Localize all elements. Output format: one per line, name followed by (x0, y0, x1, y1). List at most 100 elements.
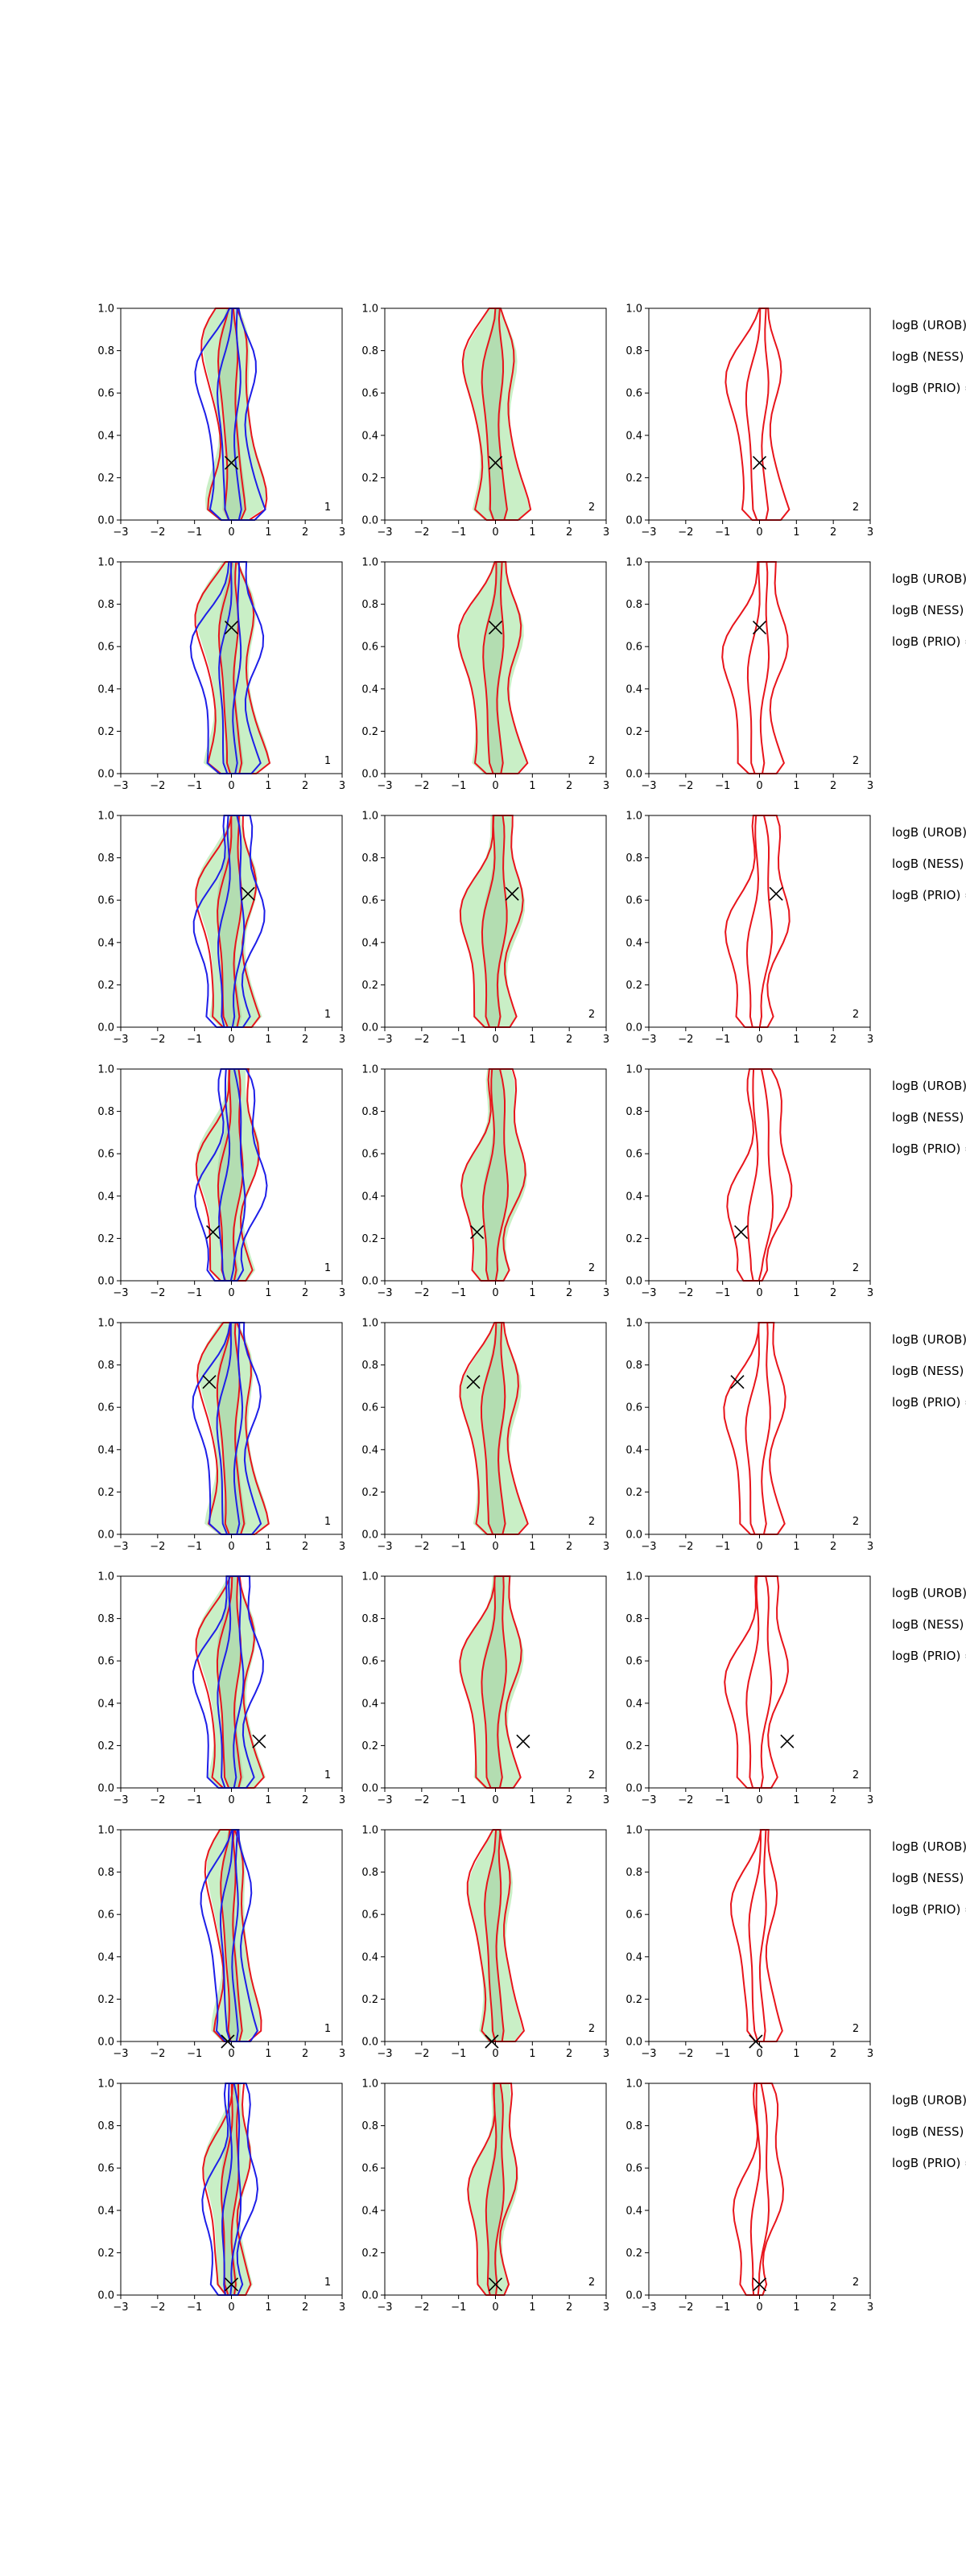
x-tick-label: −3 (377, 2301, 392, 2314)
x-tick-label: 0 (756, 2048, 762, 2060)
y-tick-label: 0.4 (625, 683, 642, 696)
x-tick-label: −2 (414, 526, 429, 539)
x-tick-label: 2 (566, 1034, 572, 1046)
y-tick-label: 1.0 (361, 303, 378, 316)
x-tick-label: −3 (641, 780, 656, 792)
annotation-text: logB (PRIO) = (892, 634, 966, 649)
contour-inner-red (748, 1829, 767, 2042)
density-fill-inner (485, 2083, 505, 2295)
y-tick-label: 0.2 (625, 1233, 642, 1245)
x-tick-label: −2 (678, 1541, 693, 1553)
y-tick-label: 0.2 (361, 473, 378, 485)
y-tick-label: 0.6 (361, 1402, 378, 1414)
x-tick-label: 3 (339, 2301, 345, 2314)
x-tick-label: 3 (867, 2048, 873, 2060)
y-tick-label: 0.0 (625, 1783, 642, 1795)
y-tick-label: 0.0 (97, 1783, 114, 1795)
data-marker (488, 2277, 503, 2292)
annotation-text: logB (UROB) = (892, 1332, 966, 1347)
y-tick-label: 0.8 (361, 852, 378, 865)
x-tick-label: 3 (867, 1541, 873, 1553)
x-tick-label: −3 (641, 1034, 656, 1046)
contour-inner-red (749, 2083, 770, 2296)
x-tick-label: −2 (678, 1287, 693, 1299)
contour-outer-red (729, 1829, 783, 2042)
y-tick-label: 0.6 (361, 1909, 378, 1922)
x-tick-label: 0 (492, 1794, 498, 1806)
x-tick-label: 1 (793, 1541, 799, 1553)
panel-label: 2 (852, 1009, 859, 1021)
data-marker (241, 886, 255, 901)
data-marker (505, 886, 519, 901)
x-tick-label: 3 (867, 1034, 873, 1046)
y-tick-label: 0.4 (361, 1698, 378, 1710)
x-tick-label: 0 (756, 1541, 762, 1553)
x-tick-label: −1 (451, 780, 466, 792)
x-tick-label: 0 (492, 526, 498, 539)
y-tick-label: 0.4 (361, 430, 378, 442)
x-tick-label: 1 (265, 1541, 271, 1553)
density-fill-inner (218, 308, 246, 520)
x-tick-label: −2 (150, 1034, 165, 1046)
x-tick-label: −3 (113, 2301, 128, 2314)
density-fill-inner (481, 815, 508, 1027)
y-tick-label: 0.0 (625, 1530, 642, 1542)
panel-label: 2 (852, 1516, 859, 1528)
panel-r5-c1: −3 −2 −1 0 1 2 3 0.0 0.2 0.4 0.6 0.8 1.0 1 (97, 1318, 345, 1554)
x-tick-label: 3 (603, 2048, 609, 2060)
y-tick-label: 1.0 (361, 2079, 378, 2091)
y-tick-label: 0.6 (361, 895, 378, 907)
y-tick-label: 0.8 (361, 2120, 378, 2132)
x-tick-label: −3 (377, 1034, 392, 1046)
annotations-r1: logB (UROB) = logB (NESS) = logB (PRIO) = (892, 318, 966, 395)
data-marker (734, 1224, 749, 1240)
y-tick-label: 0.4 (625, 1191, 642, 1203)
x-tick-label: 0 (228, 1034, 234, 1046)
y-tick-label: 0.0 (625, 769, 642, 781)
y-tick-label: 0.0 (361, 1530, 378, 1542)
panel-r4-c2: −3 −2 −1 0 1 2 3 0.0 0.2 0.4 0.6 0.8 1.0 2 (361, 1064, 609, 1300)
x-tick-label: −2 (678, 2301, 693, 2314)
x-tick-label: −3 (113, 1794, 128, 1806)
data-marker (488, 456, 503, 470)
x-tick-label: −3 (113, 1541, 128, 1553)
annotations-r7: logB (UROB) = logB (NESS) = logB (PRIO) = (892, 1839, 966, 1917)
panel-label: 2 (852, 1262, 859, 1274)
y-tick-label: 0.8 (361, 1360, 378, 1372)
x-tick-label: −1 (715, 2048, 730, 2060)
y-tick-label: 1.0 (97, 2079, 114, 2091)
y-tick-label: 0.6 (361, 388, 378, 400)
x-tick-label: 1 (529, 1794, 535, 1806)
y-tick-label: 0.4 (361, 683, 378, 696)
x-tick-label: 2 (566, 526, 572, 539)
y-tick-label: 0.8 (625, 852, 642, 865)
x-tick-label: −3 (641, 526, 656, 539)
axes-frame (648, 308, 871, 521)
y-tick-label: 0.2 (361, 1233, 378, 1245)
panel-label: 2 (852, 755, 859, 767)
x-tick-label: 2 (302, 1794, 308, 1806)
panel-r1-c2: −3 −2 −1 0 1 2 30.00.20.40.60.81.02 (361, 303, 609, 539)
annotations-r2: logB (UROB) = logB (NESS) = logB (PRIO) = (892, 572, 966, 649)
panel-r8-c3: −3 −2 −1 0 1 2 30.00.20.40.60.81.02 (625, 2079, 873, 2314)
x-tick-label: −3 (641, 1287, 656, 1299)
y-tick-label: 0.8 (625, 599, 642, 611)
panel-label: 2 (852, 2277, 859, 2289)
y-tick-label: 0.4 (625, 2205, 642, 2217)
data-marker (488, 620, 503, 635)
x-tick-label: 1 (529, 1287, 535, 1299)
y-tick-label: 0.6 (625, 895, 642, 907)
annotations-r8: logB (UROB) = logB (NESS) = logB (PRIO) = (892, 2093, 966, 2170)
x-tick-label: −1 (187, 1794, 202, 1806)
contour-inner-red (745, 1575, 773, 1789)
panel-r2-c1: −3 −2 −1 0 1 2 3 0.0 0.2 0.4 0.6 0.8 1.0 1 (97, 557, 345, 793)
contour-outer-red (724, 815, 791, 1028)
annotations-r5: logB (UROB) = logB (NESS) = logB (PRIO) = (892, 1332, 966, 1410)
x-tick-label: −2 (150, 780, 165, 792)
x-tick-label: −2 (414, 1287, 429, 1299)
contour-outer-red (721, 561, 789, 774)
axes-frame (648, 2083, 871, 2296)
y-tick-label: 1.0 (97, 1571, 114, 1583)
panel-label: 1 (324, 755, 331, 767)
x-tick-label: 0 (228, 780, 234, 792)
